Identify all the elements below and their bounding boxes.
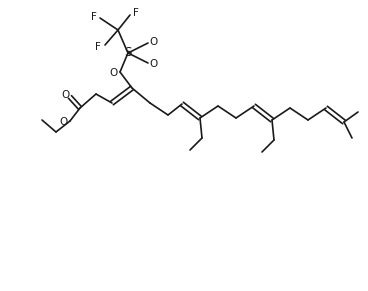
Text: S: S bbox=[124, 47, 132, 59]
Text: F: F bbox=[91, 12, 97, 22]
Text: O: O bbox=[60, 117, 68, 127]
Text: O: O bbox=[149, 59, 157, 69]
Text: O: O bbox=[61, 90, 69, 100]
Text: O: O bbox=[110, 68, 118, 78]
Text: F: F bbox=[133, 8, 139, 18]
Text: O: O bbox=[149, 37, 157, 47]
Text: F: F bbox=[95, 42, 101, 52]
